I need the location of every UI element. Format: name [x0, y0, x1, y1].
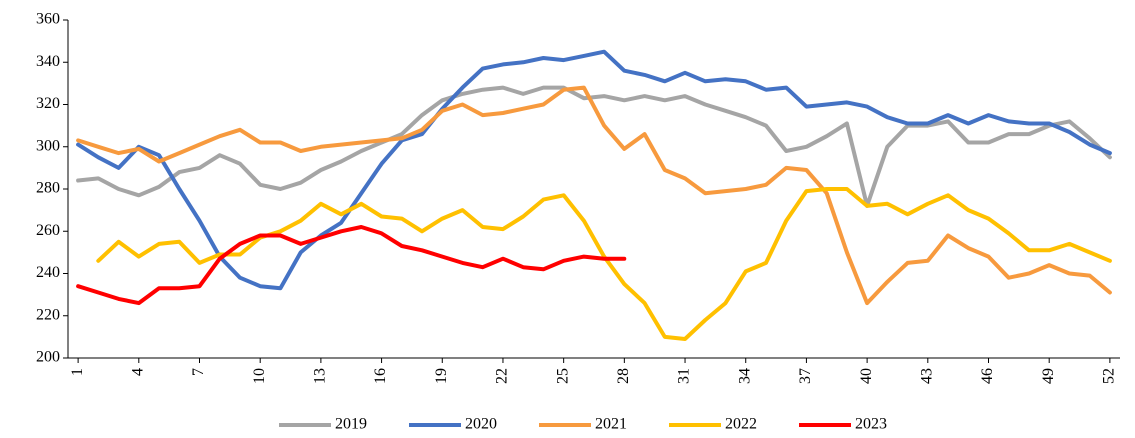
legend-label: 2021 — [595, 416, 627, 433]
legend-label: 2022 — [725, 416, 757, 433]
x-tick-label: 22 — [494, 368, 511, 384]
y-tick-label: 340 — [36, 53, 60, 70]
x-tick-label: 37 — [797, 368, 814, 384]
y-tick-label: 220 — [36, 306, 60, 323]
series-line — [76, 49, 1112, 291]
x-tick-label: 16 — [372, 368, 389, 384]
x-tick-label: 1 — [69, 368, 86, 376]
x-tick-label: 28 — [615, 368, 632, 384]
y-tick-label: 360 — [36, 11, 60, 28]
x-tick-label: 52 — [1101, 368, 1118, 384]
x-tick-label: 13 — [312, 368, 329, 384]
y-tick-label: 280 — [36, 180, 60, 197]
series-line — [76, 85, 1112, 306]
legend-label: 2023 — [855, 416, 887, 433]
x-tick-label: 4 — [129, 368, 146, 376]
series-line — [96, 187, 1112, 341]
legend-label: 2019 — [335, 416, 367, 433]
series-line — [76, 85, 1112, 208]
x-tick-label: 10 — [251, 368, 268, 384]
x-tick-label: 34 — [736, 368, 753, 384]
x-tick-label: 46 — [979, 368, 996, 384]
y-tick-label: 200 — [36, 349, 60, 366]
series-line — [76, 225, 627, 306]
x-tick-label: 19 — [433, 368, 450, 384]
x-tick-label: 31 — [676, 368, 693, 384]
y-tick-label: 240 — [36, 264, 60, 281]
legend-label: 2020 — [465, 416, 497, 433]
x-tick-label: 49 — [1040, 368, 1057, 384]
x-tick-label: 7 — [190, 368, 207, 376]
x-tick-label: 25 — [554, 368, 571, 384]
x-tick-label: 43 — [918, 368, 935, 384]
y-tick-label: 260 — [36, 222, 60, 239]
x-tick-label: 40 — [858, 368, 875, 384]
y-tick-label: 320 — [36, 95, 60, 112]
y-tick-label: 300 — [36, 137, 60, 154]
